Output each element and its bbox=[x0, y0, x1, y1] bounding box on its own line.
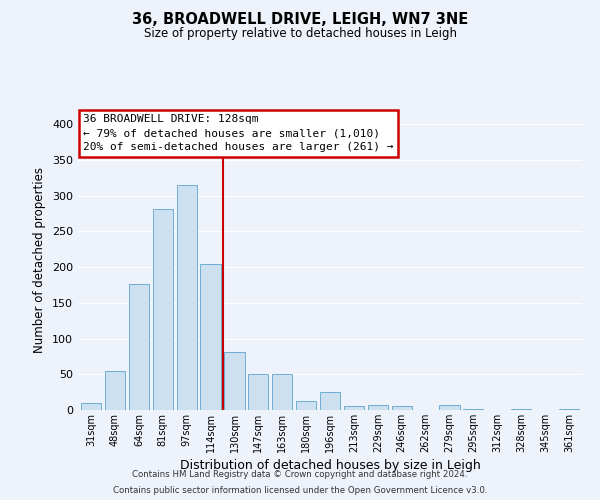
Bar bbox=[105, 372, 125, 410]
Bar bbox=[559, 408, 579, 410]
Text: 36, BROADWELL DRIVE, LEIGH, WN7 3NE: 36, BROADWELL DRIVE, LEIGH, WN7 3NE bbox=[132, 12, 468, 28]
Bar bbox=[152, 210, 173, 410]
Y-axis label: Number of detached properties: Number of detached properties bbox=[34, 167, 46, 353]
X-axis label: Distribution of detached houses by size in Leigh: Distribution of detached houses by size … bbox=[179, 459, 481, 472]
Bar bbox=[511, 408, 531, 410]
Bar bbox=[344, 406, 364, 410]
Bar bbox=[296, 400, 316, 410]
Text: Contains HM Land Registry data © Crown copyright and database right 2024.: Contains HM Land Registry data © Crown c… bbox=[132, 470, 468, 479]
Text: Size of property relative to detached houses in Leigh: Size of property relative to detached ho… bbox=[143, 28, 457, 40]
Bar bbox=[320, 392, 340, 410]
Bar bbox=[272, 374, 292, 410]
Bar bbox=[392, 406, 412, 410]
Bar bbox=[81, 403, 101, 410]
Bar bbox=[200, 264, 221, 410]
Bar bbox=[224, 352, 245, 410]
Bar bbox=[368, 405, 388, 410]
Bar bbox=[463, 408, 484, 410]
Bar bbox=[129, 284, 149, 410]
Bar bbox=[439, 405, 460, 410]
Bar bbox=[176, 185, 197, 410]
Text: Contains public sector information licensed under the Open Government Licence v3: Contains public sector information licen… bbox=[113, 486, 487, 495]
Text: 36 BROADWELL DRIVE: 128sqm
← 79% of detached houses are smaller (1,010)
20% of s: 36 BROADWELL DRIVE: 128sqm ← 79% of deta… bbox=[83, 114, 394, 152]
Bar bbox=[248, 374, 268, 410]
